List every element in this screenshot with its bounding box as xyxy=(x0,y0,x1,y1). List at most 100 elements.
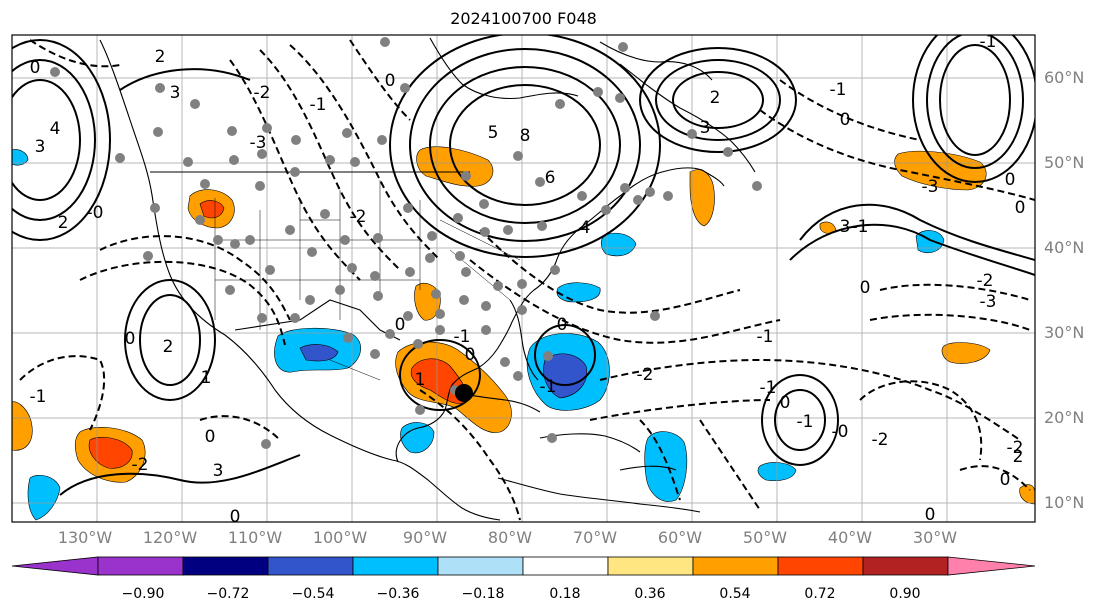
colorbar-extend-low xyxy=(11,556,99,576)
contour-label: 0 xyxy=(30,58,41,78)
lat-label: 60°N xyxy=(1044,68,1085,87)
lon-label: 90°W xyxy=(402,528,448,547)
cold-anomaly-yucatan xyxy=(400,422,435,454)
warm-anomaly-maritimes xyxy=(689,169,715,227)
colorbar-tick-label: 0.72 xyxy=(804,586,836,602)
cold-anomaly-far-pacific xyxy=(27,475,61,521)
colorbar xyxy=(11,556,1036,576)
contour-label: 5 xyxy=(488,123,499,143)
contour-label: -1 xyxy=(310,95,327,115)
contour-label: 0 xyxy=(925,505,936,525)
lat-label: 40°N xyxy=(1044,238,1085,257)
contour-label: -0 xyxy=(87,203,104,223)
cold-anomaly-mexico-core xyxy=(299,344,339,362)
colorbar-tick-label: 0.90 xyxy=(889,586,921,602)
contours-positive xyxy=(12,35,1035,496)
contour-label: -1 xyxy=(30,387,47,407)
lon-label: 40°W xyxy=(827,528,873,547)
contour-label: 0 xyxy=(780,393,791,413)
contour-label: 3 xyxy=(35,137,46,157)
contour-label: 0 xyxy=(230,507,241,527)
contour-label: 0 xyxy=(1005,170,1016,190)
colorbar-segment xyxy=(182,556,269,576)
contour-label: 0 xyxy=(395,315,406,335)
warm-anomaly-rockies-core xyxy=(199,200,225,219)
lon-label: 100°W xyxy=(312,528,368,547)
colorbar-tick-label: −0.18 xyxy=(461,586,505,602)
lat-label: 20°N xyxy=(1044,408,1085,427)
contour-label: -2 xyxy=(254,83,271,103)
contour-label: -2 xyxy=(872,430,889,450)
contour-label: -2 xyxy=(350,207,367,227)
warm-anomaly-pacific-core xyxy=(88,437,133,469)
lat-label: 10°N xyxy=(1044,493,1085,512)
contour-label: -3 xyxy=(980,292,997,312)
coastlines xyxy=(99,37,756,521)
graticule xyxy=(12,35,1035,522)
colorbar-segment xyxy=(352,556,439,576)
contour-label: 1 xyxy=(201,368,212,388)
cold-anomaly-florida xyxy=(556,282,601,303)
contours-negative xyxy=(19,39,1035,521)
contour-label: -1 xyxy=(830,80,847,100)
colorbar-tick-label: −0.54 xyxy=(291,586,335,602)
contour-label: 2 xyxy=(1013,447,1024,467)
contour-label: -3 xyxy=(922,177,939,197)
lat-label: 30°N xyxy=(1044,323,1085,342)
contour-label: 3 xyxy=(700,118,711,138)
colorbar-segment xyxy=(777,556,864,576)
lon-label: 80°W xyxy=(487,528,533,547)
map-frame xyxy=(11,34,1036,523)
contour-label: -0 xyxy=(832,422,849,442)
contour-label: 0 xyxy=(465,345,476,365)
contour-label: 4 xyxy=(50,119,61,139)
contour-label: 6 xyxy=(545,168,556,188)
cold-anomaly-mid-atlantic xyxy=(600,232,637,257)
colorbar-tick-label: −0.36 xyxy=(376,586,420,602)
colorbar-tick-label: 0.18 xyxy=(549,586,581,602)
lon-label: 30°W xyxy=(912,528,958,547)
colorbar-segment xyxy=(607,556,694,576)
colorbar-segment xyxy=(522,556,609,576)
contour-label: 3 xyxy=(213,461,224,481)
contour-label: 0 xyxy=(1000,470,1011,490)
colorbar-segment xyxy=(862,556,949,576)
contour-label: 2 xyxy=(58,213,69,233)
contour-label: -1 xyxy=(980,32,997,52)
lon-label: 50°W xyxy=(742,528,788,547)
cold-anomaly-east-pacific xyxy=(12,401,33,451)
contour-label: 0 xyxy=(125,329,136,349)
contour-label: 4 xyxy=(580,218,591,238)
lon-label: 60°W xyxy=(657,528,703,547)
contour-label: 0 xyxy=(1015,198,1026,218)
map-area: 0 2 3 4 3 -2 -3 -1 0 -0 2 5 8 6 4 3 2 -1… xyxy=(12,32,1035,527)
cold-anomaly-caribbean xyxy=(644,431,688,502)
contour-label: -2 xyxy=(637,365,654,385)
contour-label: 2 xyxy=(710,88,721,108)
contour-label: 8 xyxy=(520,126,531,146)
contour-label: 0 xyxy=(385,71,396,91)
lon-label: 70°W xyxy=(572,528,618,547)
contour-label: 0 xyxy=(557,315,568,335)
warm-anomaly-central-atlantic xyxy=(941,342,991,364)
contour-label: 2 xyxy=(163,337,174,357)
warm-anomaly-north-atlantic xyxy=(894,150,987,191)
colorbar-segment xyxy=(97,556,184,576)
contour-label: -1 xyxy=(760,378,777,398)
contour-label: 0 xyxy=(205,427,216,447)
contour-label: -3 xyxy=(250,133,267,153)
observation-stations xyxy=(50,37,762,449)
lon-label: 130°W xyxy=(57,528,113,547)
lat-label: 50°N xyxy=(1044,153,1085,172)
contour-label: -2 xyxy=(977,271,994,291)
cold-anomaly-atlantic-core xyxy=(543,353,588,399)
contour-label: -1 xyxy=(540,377,557,397)
contour-label: -1 xyxy=(757,327,774,347)
contour-label: -1 xyxy=(797,412,814,432)
lon-label: 110°W xyxy=(227,528,283,547)
cold-anomaly-west-pacific xyxy=(12,149,29,166)
contour-label: 2 xyxy=(155,47,166,67)
colorbar-segment xyxy=(267,556,354,576)
contour-label: 3 xyxy=(840,217,851,237)
